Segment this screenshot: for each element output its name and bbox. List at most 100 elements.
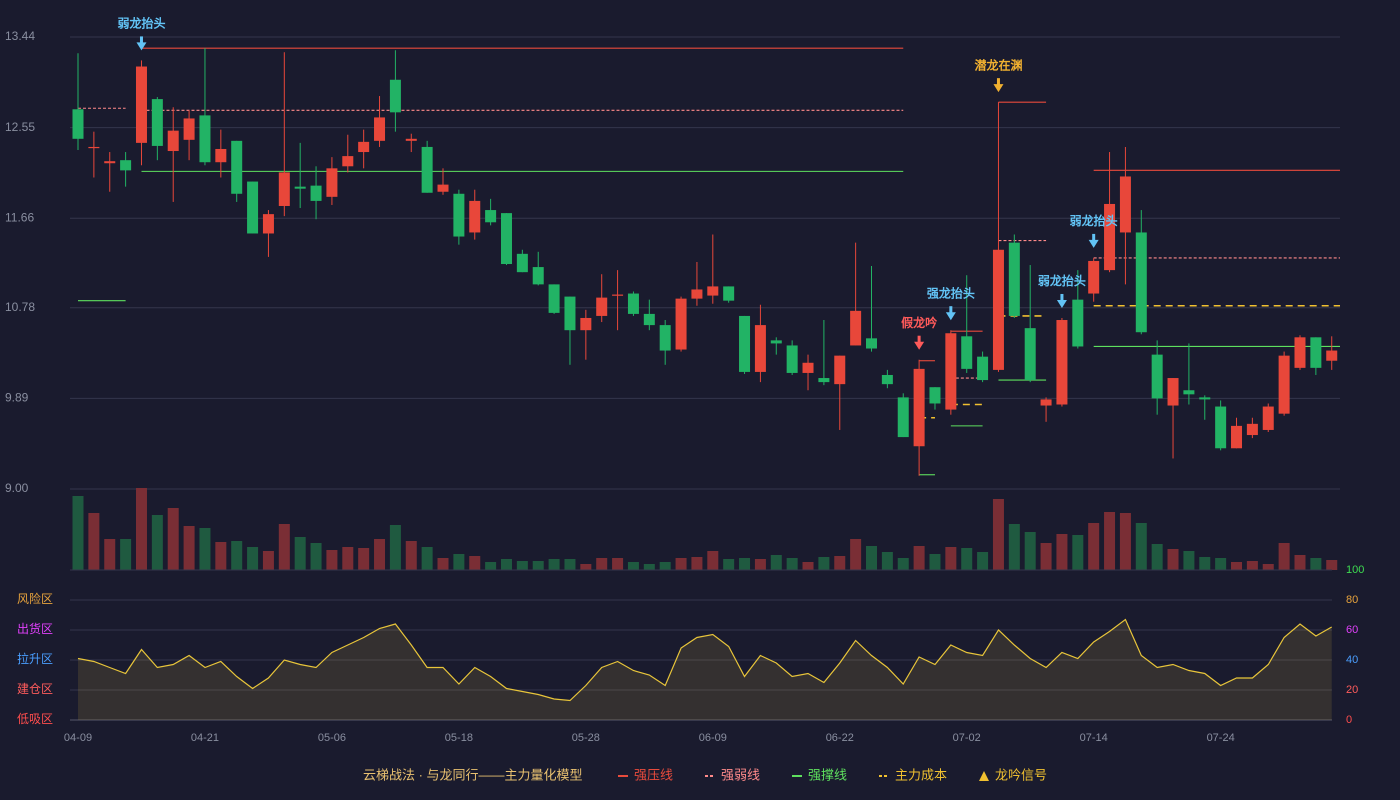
candle-body	[1056, 320, 1068, 405]
signal-arrow-stem	[917, 335, 921, 343]
volume-bar	[151, 515, 163, 570]
signal-arrow	[136, 42, 147, 51]
candle-body	[469, 200, 481, 233]
y-tick-label: 80	[1346, 594, 1358, 606]
signal-label: 潜龙在渊	[974, 57, 1022, 72]
signal-label: 弱龙抬头	[1070, 213, 1118, 228]
volume-bar	[405, 541, 417, 570]
candle-body	[1231, 425, 1243, 449]
volume-bar	[500, 559, 512, 570]
zone-label: 建仓区	[17, 682, 53, 696]
candle-body	[691, 289, 703, 299]
y-tick-label: 0	[1346, 714, 1352, 726]
volume-bar	[374, 539, 386, 570]
candle-body	[167, 130, 179, 152]
candle-body	[1215, 406, 1227, 449]
volume-bar	[1119, 513, 1131, 570]
x-tick-label: 05-06	[318, 732, 346, 744]
volume-bar	[945, 547, 957, 570]
volume-bar	[1231, 562, 1243, 570]
volume-bar	[88, 513, 100, 570]
volume-bar	[1167, 549, 1179, 570]
candle-body	[977, 356, 989, 381]
y-tick-label: 13.44	[5, 29, 35, 43]
volume-bar	[659, 562, 671, 570]
y-tick-label: 100	[1346, 564, 1364, 576]
volume-bar	[1135, 523, 1147, 570]
volume-bar	[469, 556, 481, 570]
y-tick-label: 9.89	[5, 391, 29, 405]
y-tick-label: 20	[1346, 684, 1358, 696]
candle-body	[802, 362, 814, 373]
candle-body	[881, 374, 893, 385]
volume-bar	[612, 558, 624, 570]
candle-body	[453, 193, 465, 237]
volume-bar	[1024, 532, 1036, 570]
candle-body	[151, 99, 163, 146]
candle-body	[72, 109, 84, 139]
zone-label: 出货区	[17, 621, 53, 636]
candle-body	[389, 79, 401, 113]
volume-bar	[977, 552, 989, 570]
candle-body	[564, 296, 576, 331]
signal-arrow	[993, 84, 1004, 93]
y-tick-label: 11.66	[5, 210, 34, 224]
volume-bar	[437, 558, 449, 570]
candle-body	[1008, 242, 1020, 316]
candle-body	[1294, 337, 1306, 368]
volume-bar	[770, 555, 782, 570]
y-tick-label: 60	[1346, 624, 1358, 636]
candle-body	[643, 313, 655, 326]
candle-body	[183, 118, 195, 140]
signal-arrow	[914, 341, 925, 350]
volume-bar	[389, 525, 401, 570]
candle-body	[627, 293, 639, 314]
legend-label: 强压线	[634, 767, 673, 782]
indicator-line	[77, 618, 1332, 702]
candle-body	[310, 185, 322, 201]
zone-label: 风险区	[17, 591, 53, 606]
signal-arrow	[1056, 299, 1067, 308]
candle-body	[596, 297, 608, 316]
candle-body	[262, 214, 274, 234]
volume-bar	[1183, 551, 1195, 570]
volume-bar	[231, 541, 243, 570]
candle-body	[913, 368, 925, 447]
y-tick-label: 10.78	[5, 300, 35, 314]
volume-bar	[1278, 543, 1290, 570]
candle-body	[88, 146, 100, 149]
candle-body	[548, 284, 560, 313]
candle-body	[199, 115, 211, 163]
candle-body	[961, 336, 973, 369]
volume-bar	[675, 558, 687, 570]
volume-bar	[818, 557, 830, 570]
candle-body	[326, 168, 338, 197]
volume-bar	[358, 548, 370, 570]
candle-body	[707, 286, 719, 296]
volume-bar	[1056, 534, 1068, 570]
volume-bar	[580, 564, 592, 570]
x-tick-label: 07-02	[953, 732, 981, 744]
candle-body	[723, 286, 735, 301]
candle-body	[1310, 337, 1322, 368]
volume-bar	[707, 551, 719, 570]
volume-bar	[1040, 543, 1052, 570]
x-tick-label: 07-24	[1207, 732, 1235, 744]
candle-body	[897, 397, 909, 438]
candle-body	[818, 378, 830, 383]
signal-label: 假龙吟	[901, 315, 937, 330]
volume-bar	[992, 499, 1004, 570]
volume-bar	[1008, 524, 1020, 570]
volume-bar	[104, 539, 116, 570]
x-tick-label: 05-28	[572, 732, 600, 744]
volume-bar	[1246, 561, 1258, 570]
candle-body	[754, 325, 766, 372]
volume-bar	[786, 558, 798, 570]
x-tick-label: 04-21	[191, 732, 219, 744]
candle-body	[294, 186, 306, 189]
candle-body	[532, 267, 544, 285]
candle-body	[612, 294, 624, 296]
volume-bar	[913, 546, 925, 570]
volume-bar	[1294, 555, 1306, 570]
